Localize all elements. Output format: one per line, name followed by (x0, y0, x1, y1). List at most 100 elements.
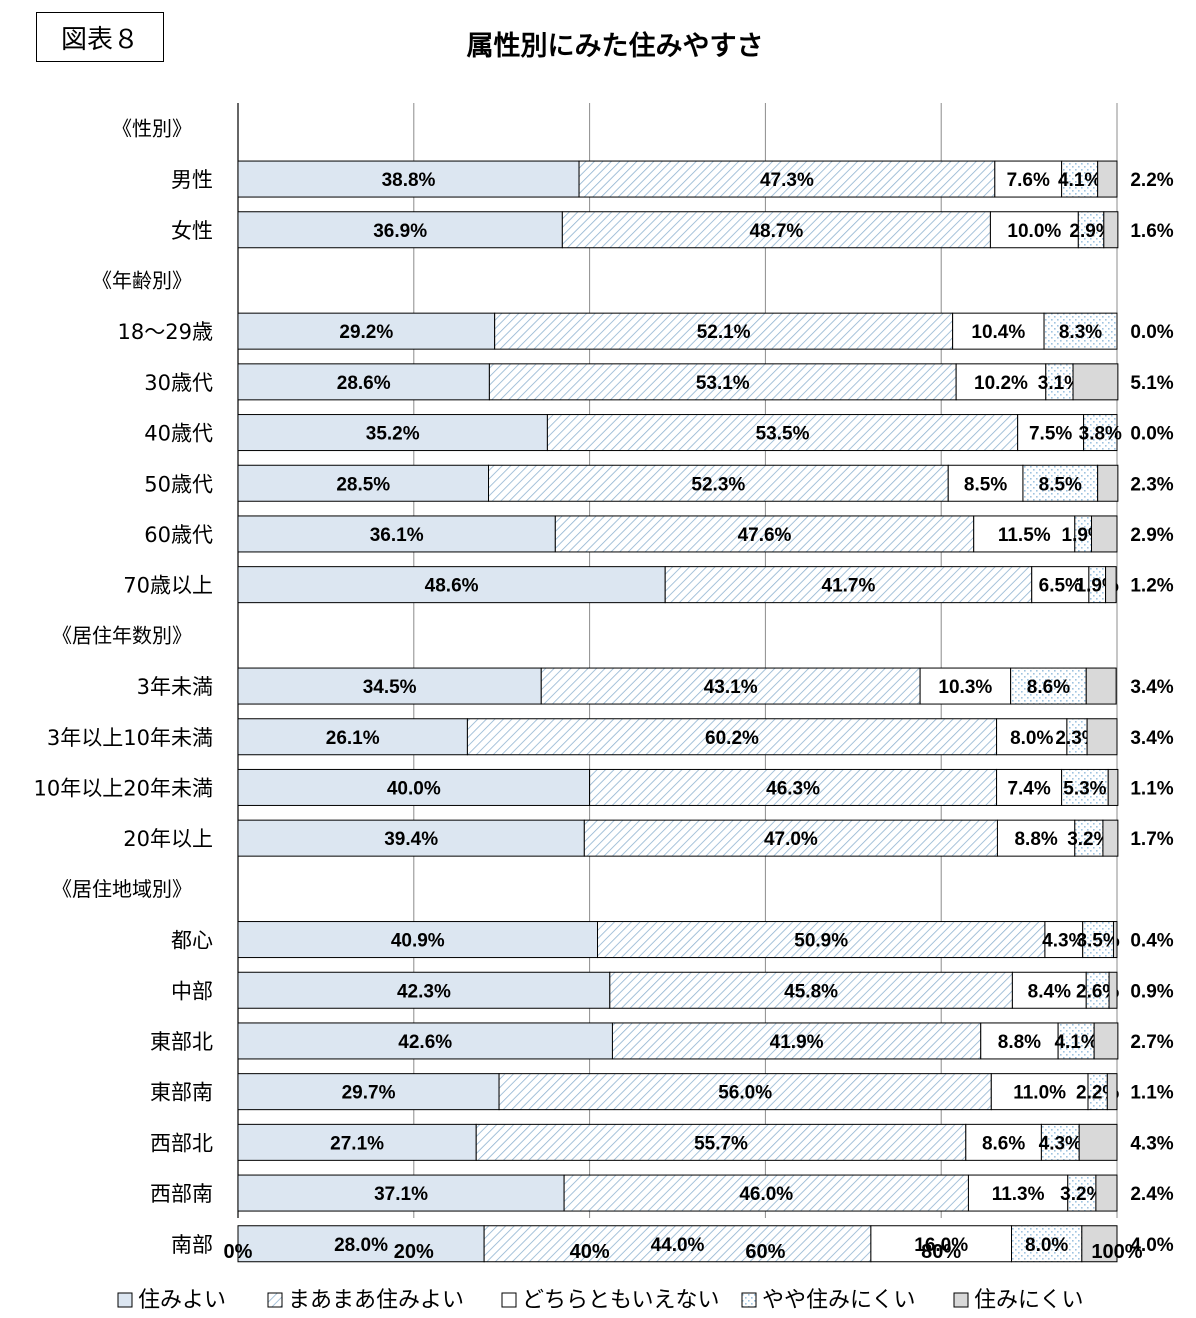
data-label: 7.4% (1007, 778, 1050, 799)
data-label: 0.0% (1130, 322, 1173, 343)
bar-segment (540, 667, 921, 705)
data-label: 10.3% (938, 677, 992, 698)
data-label: 1.2% (1130, 576, 1173, 597)
data-label: 34.5% (363, 677, 417, 698)
data-label: 45.8% (784, 981, 838, 1002)
bar-segment (1097, 160, 1118, 198)
data-label: 11.0% (1013, 1083, 1066, 1104)
bar-segment (483, 1225, 872, 1263)
data-label: 35.2% (366, 424, 420, 445)
bar-segment (611, 1022, 982, 1060)
data-label: 53.5% (756, 424, 810, 445)
bar-segment (1082, 921, 1114, 959)
category-label: 3年以上10年未満 (47, 726, 213, 750)
data-label: 8.5% (964, 474, 1007, 495)
data-label: 7.5% (1029, 424, 1072, 445)
legend-swatch (741, 1292, 757, 1308)
bar-segment (1095, 1174, 1118, 1212)
data-label: 3.1% (1038, 373, 1081, 394)
data-label: 4.3% (1042, 931, 1085, 952)
legend-swatch (953, 1292, 969, 1308)
bar-segment (919, 667, 1012, 705)
data-label: 43.1% (704, 677, 758, 698)
bar-segment (237, 1174, 565, 1212)
bar-segment (488, 464, 949, 502)
bar-segment (973, 515, 1076, 553)
bar-segment (589, 768, 998, 806)
data-label: 53.1% (696, 373, 750, 394)
data-label: 7.6% (1007, 170, 1050, 191)
data-label: 2.2% (1130, 170, 1173, 191)
data-label: 2.4% (1130, 1184, 1173, 1205)
data-label: 40.9% (391, 931, 445, 952)
bar-segment (237, 566, 666, 604)
data-label: 4.3% (1039, 1133, 1082, 1154)
legend-swatch (501, 1292, 517, 1308)
data-label: 0.0% (1130, 424, 1173, 445)
x-axis: 0% 20% 40% 60% 80% 100% (224, 1241, 1143, 1263)
data-label: 42.6% (398, 1032, 452, 1053)
bar-segment (1057, 1022, 1095, 1060)
bar-segment (1081, 1225, 1118, 1263)
bar-segment (488, 363, 957, 401)
data-label: 10.0% (1007, 221, 1061, 242)
bar-segment (1074, 819, 1104, 857)
bar-segment (561, 211, 991, 249)
bar-segment (1061, 768, 1109, 806)
data-label: 8.5% (1039, 474, 1082, 495)
data-label: 11.3% (992, 1184, 1045, 1205)
data-label: 41.7% (822, 576, 876, 597)
category-label: 40歳代 (144, 422, 213, 446)
category-label: 男性 (171, 168, 213, 192)
category-label: 18～29歳 (118, 320, 213, 344)
data-label: 4.1% (1054, 1032, 1097, 1053)
data-label: 38.8% (382, 170, 436, 191)
data-label: 10.2% (974, 373, 1028, 394)
data-label: 36.1% (370, 525, 424, 546)
category-label: 中部 (171, 979, 213, 1003)
bar-segment (1043, 312, 1118, 350)
data-label: 5.3% (1063, 778, 1106, 799)
data-label: 8.8% (1014, 829, 1057, 850)
bar-segment (597, 921, 1046, 959)
bar-segment (947, 464, 1024, 502)
bar-segment (237, 718, 468, 756)
category-label: 西部北 (150, 1131, 213, 1155)
data-label: 28.5% (336, 474, 390, 495)
bar-segment (1106, 1073, 1118, 1111)
bar-segment (870, 1225, 1013, 1263)
data-label: 27.1% (330, 1133, 384, 1154)
category-label: 3年未満 (137, 675, 213, 699)
bar-segment (563, 1174, 969, 1212)
data-label: 3.4% (1130, 677, 1173, 698)
bar-segment (237, 1022, 613, 1060)
data-label: 52.1% (697, 322, 751, 343)
bar-segment (1107, 768, 1119, 806)
data-label: 28.0% (334, 1235, 388, 1256)
bar-segment (996, 819, 1076, 857)
data-label: 2.9% (1130, 525, 1173, 546)
category-label: 70歳以上 (123, 574, 213, 598)
data-label: 26.1% (326, 728, 380, 749)
x-tick-label: 100% (1091, 1241, 1142, 1263)
group-label: 《性別》 (112, 116, 192, 140)
bar-segment (609, 971, 1013, 1009)
data-label: 48.6% (425, 576, 479, 597)
chart-title: 属性別にみた住みやすさ (466, 31, 764, 62)
bar-segment (237, 1123, 477, 1161)
data-label: 40.0% (387, 778, 441, 799)
data-label: 2.3% (1130, 474, 1173, 495)
bar-segment (1108, 971, 1118, 1009)
data-label: 8.0% (1010, 728, 1053, 749)
bar-segment (1083, 414, 1118, 452)
bar-segment (237, 414, 548, 452)
data-label: 46.3% (766, 778, 820, 799)
legend-label: どちらともいえない (522, 1288, 720, 1313)
bar-segment (498, 1073, 992, 1111)
data-label: 0.4% (1130, 931, 1173, 952)
data-label: 39.4% (384, 829, 438, 850)
data-label: 3.8% (1079, 424, 1122, 445)
figure-label: 図表８ (36, 12, 164, 62)
